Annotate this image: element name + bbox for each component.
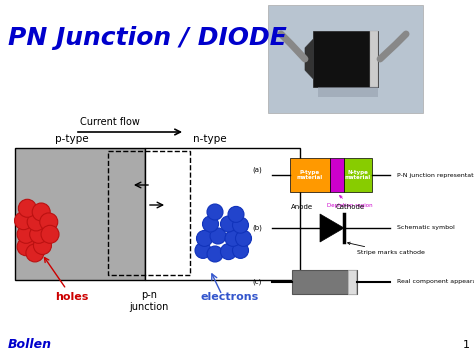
Text: N-type
material: N-type material (345, 170, 371, 180)
Circle shape (197, 230, 212, 246)
Text: (a): (a) (252, 167, 262, 173)
Circle shape (210, 228, 226, 244)
Text: Bollen: Bollen (8, 339, 52, 351)
Bar (15, 148, 145, 280)
Circle shape (202, 216, 219, 232)
Bar (145, 148, 300, 280)
Circle shape (34, 236, 52, 255)
Bar (108, 151, 190, 275)
Text: Depletion region: Depletion region (327, 196, 373, 208)
Text: Cathode: Cathode (336, 204, 365, 210)
Circle shape (207, 204, 223, 220)
Circle shape (32, 203, 50, 221)
Circle shape (30, 225, 48, 243)
Text: (b): (b) (252, 225, 262, 231)
Text: 1: 1 (463, 340, 470, 350)
Circle shape (18, 199, 36, 217)
Circle shape (225, 230, 241, 246)
Circle shape (26, 244, 44, 262)
Text: Schematic symbol: Schematic symbol (397, 225, 455, 230)
Circle shape (17, 238, 35, 256)
Circle shape (220, 244, 237, 260)
Circle shape (233, 242, 248, 258)
Circle shape (41, 225, 59, 243)
Circle shape (233, 217, 248, 233)
Circle shape (195, 242, 211, 258)
Circle shape (236, 230, 252, 246)
Bar (348, 270, 356, 294)
Text: Anode: Anode (291, 204, 313, 210)
Text: n-type: n-type (193, 134, 227, 144)
Text: P-N junction representation: P-N junction representation (397, 173, 474, 178)
Circle shape (27, 213, 45, 231)
Circle shape (220, 216, 237, 232)
Bar (292, 270, 357, 294)
Bar (313, 31, 378, 87)
Text: holes: holes (45, 258, 88, 302)
Text: Current flow: Current flow (80, 117, 140, 127)
Circle shape (15, 212, 33, 230)
Bar (330, 158, 344, 192)
Polygon shape (320, 214, 344, 242)
Text: p-type: p-type (55, 134, 89, 144)
Bar (290, 158, 330, 192)
Text: P-type
material: P-type material (297, 170, 323, 180)
Bar (318, 87, 378, 97)
Bar (344, 158, 372, 192)
Circle shape (40, 213, 58, 231)
Bar (268, 5, 423, 113)
Text: p-n
junction: p-n junction (129, 290, 169, 312)
Polygon shape (305, 39, 313, 79)
Circle shape (17, 225, 35, 243)
Circle shape (228, 206, 244, 222)
Text: Stripe marks cathode: Stripe marks cathode (347, 242, 425, 255)
Bar (370, 31, 378, 87)
Text: Real component appearance: Real component appearance (397, 279, 474, 284)
Text: electrons: electrons (201, 292, 259, 302)
Text: PN Junction / DIODE: PN Junction / DIODE (8, 26, 287, 50)
Circle shape (207, 246, 223, 262)
Text: (c): (c) (252, 279, 261, 285)
